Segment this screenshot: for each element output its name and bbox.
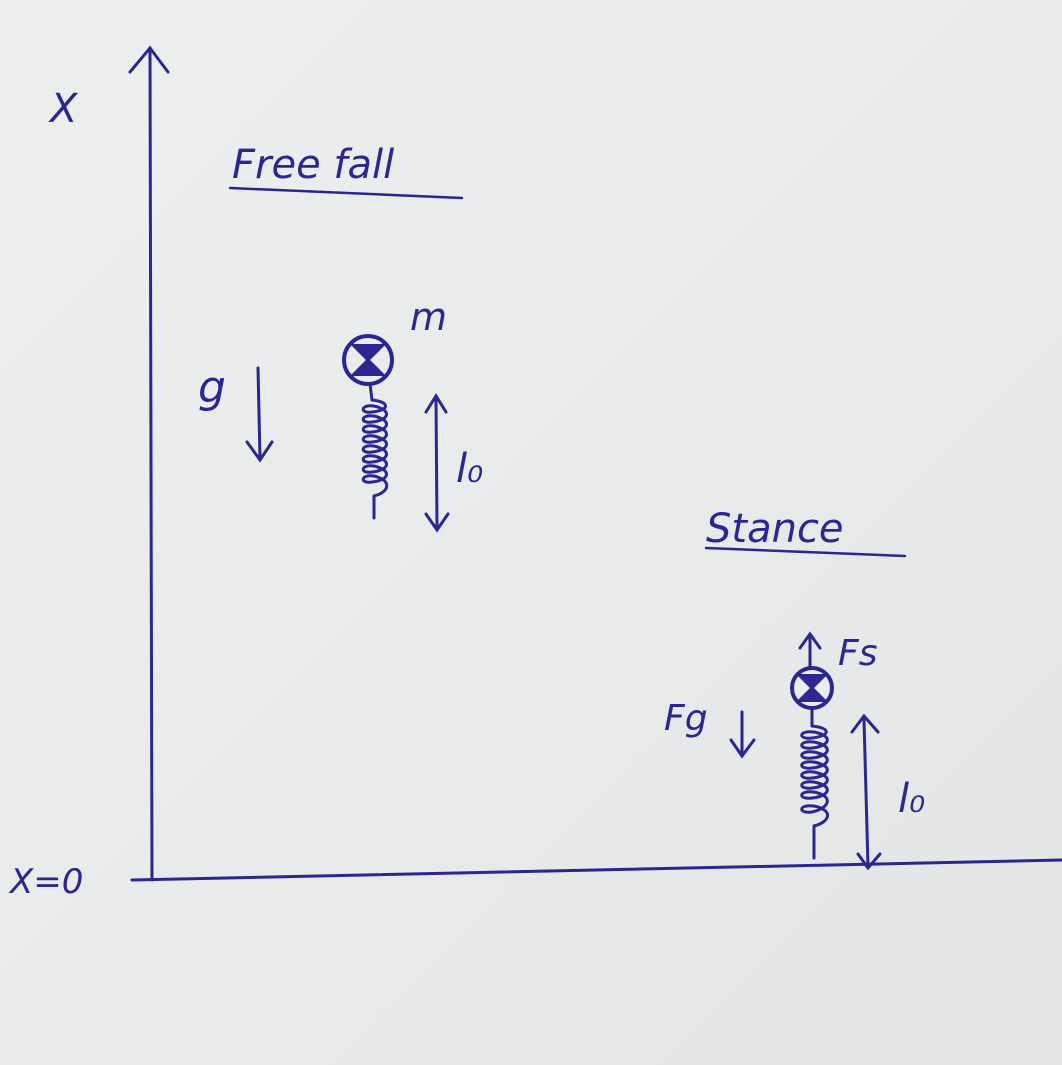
free-fall-underline bbox=[228, 186, 464, 200]
mass-label: m bbox=[410, 295, 447, 339]
spring-force-label: Fs bbox=[838, 633, 877, 674]
x-axis-label: X bbox=[48, 86, 79, 132]
origin-label: X=0 bbox=[8, 862, 83, 902]
gravity-force-label: Fg bbox=[664, 698, 708, 739]
stance-mass-icon bbox=[790, 666, 834, 710]
gravity-arrow bbox=[245, 366, 274, 463]
spring-force-arrow bbox=[798, 631, 822, 670]
gravity-force-arrow bbox=[729, 710, 756, 759]
free-fall-length-label: l₀ bbox=[456, 446, 483, 492]
stance-underline bbox=[704, 546, 907, 558]
free-fall-mass-icon bbox=[342, 334, 394, 386]
stance-length-label: l₀ bbox=[898, 776, 925, 822]
free-fall-length-arrow bbox=[424, 393, 450, 533]
x-axis-line bbox=[148, 46, 154, 882]
stance-length-arrow bbox=[850, 713, 882, 871]
ground-line bbox=[130, 858, 1062, 882]
x-axis-arrowhead bbox=[128, 45, 170, 74]
stance-title: Stance bbox=[706, 506, 844, 552]
gravity-label: g bbox=[198, 362, 226, 413]
free-fall-title: Free fall bbox=[232, 142, 394, 188]
stance-spring bbox=[800, 706, 829, 860]
free-fall-spring bbox=[361, 382, 389, 520]
